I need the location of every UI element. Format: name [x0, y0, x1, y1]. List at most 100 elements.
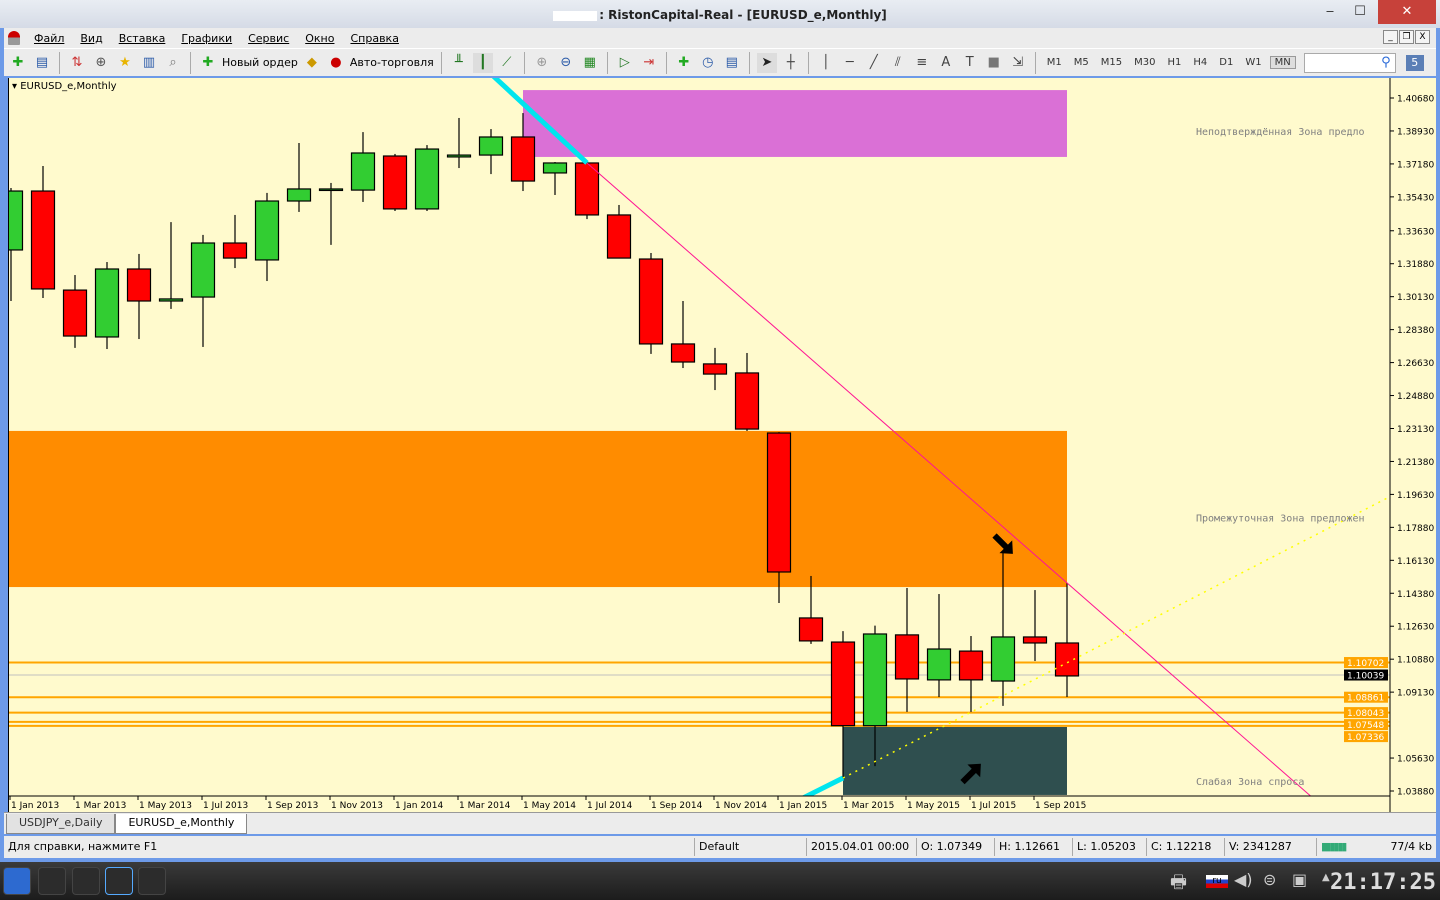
candle-body [190, 242, 216, 298]
market-watch-icon[interactable]: ⇅ [71, 55, 83, 70]
menu-file[interactable]: Файл [34, 31, 65, 45]
horizontal-line-icon[interactable]: ─ [845, 55, 854, 70]
search-input[interactable]: ⚲ [1303, 52, 1396, 73]
chart-shift-icon[interactable]: ⇥ [643, 55, 655, 70]
price-chart[interactable]: Неподтверждённая Зона предло Промежуточна… [8, 78, 1436, 812]
search-icon[interactable]: ⚲ [1381, 54, 1391, 70]
network-icon[interactable]: ▣ [1292, 870, 1308, 889]
crosshair-icon[interactable]: ┼ [786, 55, 795, 70]
status-high: H: 1.12661 [994, 838, 1072, 856]
timeframe-m5[interactable]: M5 [1073, 57, 1089, 68]
periods-icon[interactable]: ◷ [702, 55, 714, 70]
bar-chart-icon[interactable]: ╨ [454, 55, 463, 70]
kde-menu-icon[interactable] [3, 867, 31, 895]
menu-insert[interactable]: Вставка [118, 31, 166, 45]
status-traffic: 77/4 kb [1390, 840, 1432, 853]
equidistant-channel-icon[interactable]: ⫽ [894, 55, 901, 70]
level-price-box [1344, 707, 1388, 719]
metaeditor-icon[interactable]: ◆ [306, 55, 317, 70]
metatrader-task-icon[interactable] [105, 867, 133, 895]
printer-icon[interactable]: 🖶 [1170, 872, 1187, 893]
text-label-icon[interactable]: T [965, 55, 974, 70]
file-manager-icon[interactable] [72, 867, 100, 895]
zoom-in-icon[interactable]: ⊕ [536, 55, 548, 70]
timeframe-mn[interactable]: MN [1269, 56, 1296, 69]
cursor-icon[interactable]: ➤ [756, 52, 777, 73]
chart-tabs: USDJPY_e,Daily EURUSD_e,Monthly [4, 812, 1436, 834]
maximize-button[interactable]: ☐ [1354, 4, 1366, 19]
timeframe-h1[interactable]: H1 [1167, 57, 1182, 68]
arrows-icon[interactable]: ⇲ [1012, 55, 1024, 70]
trendline-icon[interactable]: ╱ [869, 55, 878, 70]
timeframe-m15[interactable]: M15 [1100, 57, 1123, 68]
line-chart-icon[interactable]: ⟋ [502, 55, 512, 70]
app-logo-icon [8, 31, 20, 45]
new-order-icon[interactable]: ✚ [202, 55, 214, 70]
status-profile: Default [694, 838, 806, 856]
price-tick-label: 1.24880 [1397, 392, 1434, 402]
menu-tools[interactable]: Сервис [248, 31, 290, 45]
tab-eurusd-monthly[interactable]: EURUSD_e,Monthly [115, 814, 248, 834]
timeframe-h4[interactable]: H4 [1193, 57, 1208, 68]
mdi-minimize-button[interactable]: _ [1383, 30, 1398, 44]
paint-icon[interactable] [138, 867, 166, 895]
candle-body [8, 190, 24, 251]
candle-body [542, 162, 568, 174]
timeframe-w1[interactable]: W1 [1245, 57, 1262, 68]
candle-body [862, 633, 888, 727]
price-tick-label: 1.23130 [1397, 425, 1434, 435]
vertical-line-icon[interactable]: │ [821, 55, 830, 70]
clock[interactable]: 21:17:25 [1330, 870, 1436, 895]
candle-body [158, 298, 184, 302]
candle-body [926, 648, 952, 681]
candle-body [254, 200, 280, 261]
indicators-icon[interactable]: ✚ [678, 55, 690, 70]
timeframe-m30[interactable]: M30 [1134, 57, 1156, 68]
auto-trading-icon[interactable]: ● [330, 55, 342, 70]
navigator-icon[interactable]: ★ [119, 55, 131, 70]
new-chart-icon[interactable]: ✚ [12, 55, 24, 70]
redacted-block [553, 10, 598, 21]
menu-bar: Файл Вид Вставка Графики Сервис Окно Спр… [4, 28, 1436, 48]
bid-price-box [1344, 669, 1388, 681]
menu-charts[interactable]: Графики [181, 31, 233, 45]
price-tick-label: 1.35430 [1397, 193, 1434, 203]
rectangle-icon[interactable]: ■ [987, 55, 1000, 70]
terminal-icon[interactable]: ▥ [142, 55, 156, 70]
candle-body [638, 258, 664, 345]
usb-icon[interactable]: ⊜ [1263, 870, 1277, 889]
timeframe-m1[interactable]: M1 [1046, 57, 1062, 68]
volume-icon[interactable]: ◀) [1234, 870, 1253, 889]
candlestick-icon[interactable]: ┃ [472, 52, 493, 73]
new-order-button[interactable]: Новый ордер [222, 56, 298, 69]
timeframe-d1[interactable]: D1 [1219, 57, 1234, 68]
close-button[interactable]: ✕ [1378, 0, 1436, 24]
menu-view[interactable]: Вид [80, 31, 103, 45]
zoom-out-icon[interactable]: ⊖ [560, 55, 572, 70]
notifications-badge[interactable]: 5 [1405, 54, 1424, 71]
fibonacci-icon[interactable]: ≡ [916, 55, 928, 70]
tile-windows-icon[interactable]: ▦ [583, 55, 596, 70]
tab-usdjpy-daily[interactable]: USDJPY_e,Daily [6, 814, 116, 834]
text-icon[interactable]: A [941, 55, 951, 70]
time-tick-label: 1 Sep 2013 [267, 801, 318, 811]
templates-icon[interactable]: ▤ [725, 55, 738, 70]
tray-expand-icon[interactable]: ▲ [1322, 872, 1330, 883]
minimize-button[interactable]: ‒ [1325, 4, 1335, 19]
candle-body [478, 136, 504, 156]
time-tick-label: 1 Jan 2015 [779, 801, 827, 811]
data-window-icon[interactable]: ⊕ [95, 55, 107, 70]
candlestick-chart[interactable]: Неподтверждённая Зона предло Промежуточна… [8, 78, 1436, 812]
mdi-close-button[interactable]: X [1415, 30, 1430, 44]
strategy-tester-icon[interactable]: ⌕ [169, 55, 177, 70]
menu-window[interactable]: Окно [305, 31, 335, 45]
candle-body [670, 343, 696, 363]
profiles-icon[interactable]: ▤ [35, 55, 49, 70]
chromium-icon[interactable] [38, 867, 66, 895]
mdi-restore-button[interactable]: ❐ [1399, 30, 1414, 44]
auto-trading-button[interactable]: Авто-торговля [349, 56, 434, 69]
auto-scroll-icon[interactable]: ▷ [619, 55, 630, 70]
keyboard-layout-indicator[interactable]: ru [1206, 875, 1228, 888]
menu-help[interactable]: Справка [350, 31, 399, 45]
price-tick-label: 1.40680 [1397, 95, 1434, 105]
